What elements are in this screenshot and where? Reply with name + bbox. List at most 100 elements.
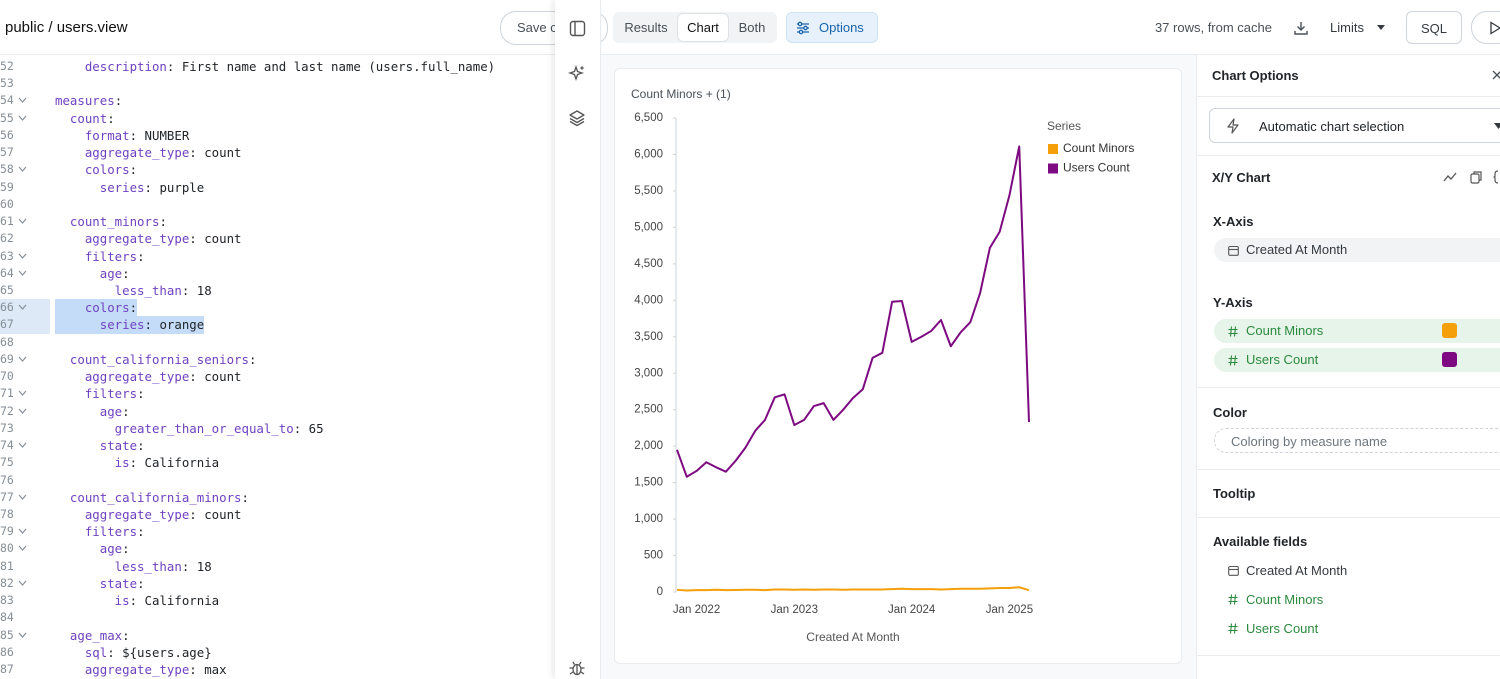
code-line: 58 colors: — [0, 161, 556, 178]
y-tick-label: 5,500 — [634, 185, 663, 197]
divider — [1197, 517, 1500, 518]
code-text: less_than: 18 — [55, 282, 212, 299]
y-axis-field[interactable]: Count Minors — [1214, 319, 1500, 343]
icon-shape — [1229, 567, 1239, 576]
line-number: 68 — [0, 334, 13, 351]
fold-toggle[interactable] — [18, 97, 27, 103]
code-key: greater_than_or_equal_to — [55, 421, 294, 436]
fold-toggle[interactable] — [18, 632, 27, 638]
code-line: 63 filters: — [0, 248, 556, 265]
debug-icon[interactable] — [568, 659, 586, 677]
code-line: 87 aggregate_type: max — [0, 661, 556, 678]
y-tick-label: 6,500 — [634, 112, 663, 124]
chart-kind: X/Y Chart — [1212, 170, 1270, 185]
line-number: 87 — [0, 661, 13, 678]
y-tick-label: 0 — [657, 586, 663, 598]
ai-icon[interactable] — [568, 64, 586, 82]
code-text: colors: — [55, 161, 137, 178]
code-text: filters: — [55, 248, 145, 265]
fold-chevron — [19, 633, 26, 637]
series-color-swatch[interactable] — [1442, 352, 1457, 367]
code-text: age: — [55, 403, 130, 420]
panel-title: Chart Options — [1212, 68, 1299, 83]
tooltip-label[interactable]: Tooltip — [1213, 486, 1255, 501]
color-field[interactable]: Coloring by measure name — [1214, 428, 1500, 453]
divider — [1197, 155, 1500, 156]
fold-toggle[interactable] — [18, 545, 27, 551]
line-number: 59 — [0, 179, 13, 196]
tab[interactable]: Both — [728, 14, 776, 41]
line-number: 58 — [0, 161, 13, 178]
fold-toggle[interactable] — [18, 304, 27, 310]
fold-toggle[interactable] — [18, 115, 27, 121]
panel-toggle-icon[interactable] — [569, 20, 586, 37]
line-number: 67 — [0, 316, 13, 333]
fold-toggle[interactable] — [18, 442, 27, 448]
y-axis-field[interactable]: Users Count — [1214, 348, 1500, 372]
code-key: description — [55, 59, 167, 74]
code-text: format: NUMBER — [55, 127, 189, 144]
code-value: : — [159, 214, 166, 229]
code-line: 54measures: — [0, 92, 556, 109]
code-key: is — [55, 455, 130, 470]
code-key: less_than — [55, 559, 182, 574]
fold-toggle[interactable] — [18, 390, 27, 396]
tab[interactable]: Results — [616, 14, 676, 41]
chart-select[interactable]: Automatic chart selection — [1209, 108, 1500, 143]
legend-title: Series — [1047, 119, 1081, 133]
fold-toggle[interactable] — [18, 166, 27, 172]
fold-toggle[interactable] — [18, 580, 27, 586]
code-line: 79 filters: — [0, 523, 556, 540]
code-key: aggregate_type — [55, 507, 189, 522]
code-line: 81 less_than: 18 — [0, 558, 556, 575]
code-value: : — [137, 438, 144, 453]
fold-toggle[interactable] — [18, 408, 27, 414]
available-field[interactable]: Created At Month — [1214, 561, 1494, 581]
line-number: 79 — [0, 523, 13, 540]
file-title: public / users.view — [5, 19, 128, 36]
options-button[interactable]: Options — [786, 12, 878, 43]
fold-toggle[interactable] — [18, 218, 27, 224]
code-text: filters: — [55, 523, 145, 540]
code-value: : count — [189, 507, 241, 522]
code-key: count — [55, 111, 107, 126]
fold-toggle[interactable] — [18, 253, 27, 259]
code-value: : — [115, 93, 122, 108]
x-axis-field[interactable]: Created At Month — [1214, 238, 1500, 262]
sql-button[interactable]: SQL — [1406, 11, 1462, 44]
chart-kind-icons[interactable] — [1443, 170, 1500, 184]
fold-chevron — [19, 495, 26, 499]
line-number: 78 — [0, 506, 13, 523]
code-key: age_max — [55, 628, 122, 643]
code-value: : orange — [145, 317, 205, 332]
code-area: 52 description: First name and last name… — [0, 58, 556, 679]
tab[interactable]: Chart — [678, 14, 728, 41]
available-field[interactable]: Count Minors — [1214, 590, 1494, 610]
run-icon — [1489, 21, 1500, 35]
y-tick-label: 6,000 — [634, 148, 663, 160]
close-icon[interactable] — [1492, 70, 1500, 80]
code-line: 55 count: — [0, 110, 556, 127]
series-color-swatch[interactable] — [1442, 323, 1457, 338]
line-number: 74 — [0, 437, 13, 454]
code-key: filters — [55, 249, 137, 264]
line-number: 84 — [0, 609, 13, 626]
download-icon[interactable] — [1293, 20, 1309, 36]
bolt-icon — [1226, 118, 1240, 134]
run-button[interactable] — [1471, 11, 1500, 44]
x-axis-field-name: Created At Month — [1246, 238, 1347, 262]
fold-toggle[interactable] — [18, 270, 27, 276]
code-key: age — [55, 404, 122, 419]
available-field[interactable]: Users Count — [1214, 619, 1494, 639]
line-number: 52 — [0, 58, 13, 75]
code-text: filters: — [55, 385, 145, 402]
limits-button[interactable]: Limits — [1330, 20, 1364, 35]
code-value: : First name and last name (users.full_n… — [167, 59, 495, 74]
fold-toggle[interactable] — [18, 356, 27, 362]
fold-toggle[interactable] — [18, 494, 27, 500]
date-icon — [1228, 245, 1239, 256]
chart-title: Count Minors + (1) — [631, 87, 731, 101]
fold-toggle[interactable] — [18, 528, 27, 534]
layers-icon[interactable] — [568, 109, 586, 127]
number-icon — [1228, 326, 1238, 337]
